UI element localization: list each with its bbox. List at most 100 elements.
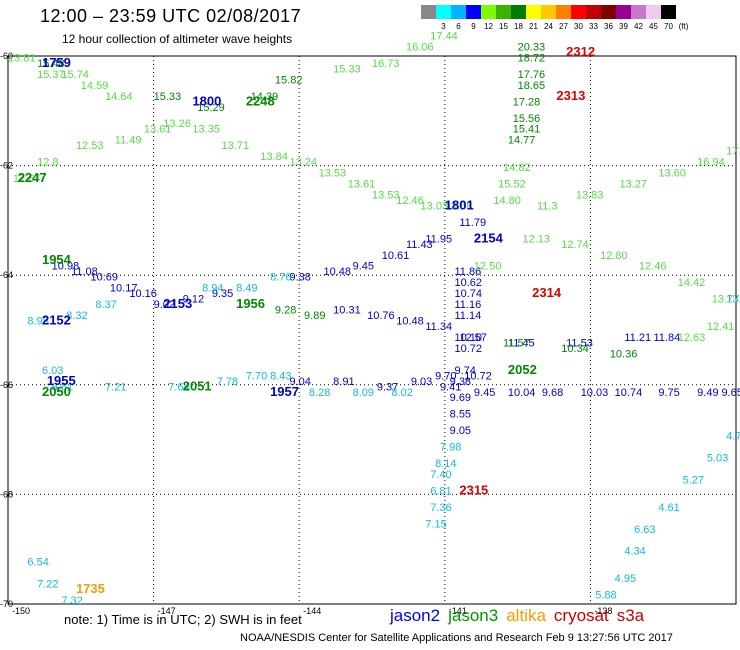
pass-time-label: 1954 — [42, 252, 72, 267]
swh-value-label: 10.17 — [110, 283, 138, 295]
swh-value-label: 7.64 — [168, 381, 189, 393]
swh-value-label: 9.05 — [450, 425, 471, 437]
swh-value-label: 6.54 — [27, 557, 48, 569]
swh-value-label: 8.49 — [236, 283, 257, 295]
swh-value-label: 11.43 — [406, 239, 433, 251]
swh-value-label: 12.41 — [707, 321, 735, 333]
swh-value-label: 16.06 — [406, 42, 434, 54]
swh-value-label: 14.80 — [493, 195, 521, 207]
swh-value-label: 9.75 — [658, 387, 679, 399]
swh-value-label: 17.28 — [513, 96, 541, 108]
pass-time-label: 1801 — [445, 197, 474, 212]
pass-time-label: 1956 — [236, 296, 265, 311]
swh-value-label: 4.61 — [658, 502, 679, 514]
color-scale-label: 70 — [664, 22, 673, 31]
swh-value-label: 15.56 — [513, 113, 541, 125]
color-scale-swatch — [631, 5, 646, 19]
swh-value-label: 7.36 — [430, 502, 451, 514]
swh-value-label: 10.31 — [333, 305, 361, 317]
swh-value-label: 14.59 — [81, 80, 109, 92]
swh-value-label: 10.62 — [455, 277, 483, 289]
pass-time-label: 2313 — [556, 88, 585, 103]
swh-value-label: 13.58 — [445, 200, 473, 212]
swh-value-label: 11.3 — [537, 200, 558, 212]
swh-value-label: 5.88 — [595, 590, 616, 602]
color-scale-label: 9 — [471, 22, 476, 31]
swh-value-label: 4.34 — [624, 546, 645, 558]
swh-value-label: 5.03 — [707, 453, 728, 465]
swh-value-label: 11.34 — [425, 321, 452, 333]
swh-value-label: 8.43 — [270, 370, 291, 382]
color-scale-label: 39 — [619, 22, 628, 31]
pass-time-label: 2315 — [459, 482, 488, 497]
lon-tick-label: -144 — [303, 606, 321, 616]
swh-value-label: 11.53 — [566, 337, 593, 349]
swh-value-label: 12.74 — [561, 239, 589, 251]
lat-tick-label: -70 — [0, 599, 13, 609]
color-scale-swatch — [526, 5, 541, 19]
swh-value-label: 10.76 — [367, 310, 395, 322]
pass-time-label: 2314 — [532, 285, 562, 300]
color-scale-swatch — [571, 5, 586, 19]
pass-time-label: 2153 — [163, 296, 192, 311]
swh-value-label: 14.39 — [251, 91, 279, 103]
color-scale-label: 30 — [574, 22, 583, 31]
color-scale-label: 6 — [456, 22, 461, 31]
swh-value-label: 10.74 — [615, 387, 643, 399]
swh-value-label: 4.95 — [615, 573, 636, 585]
lon-tick-label: -150 — [12, 606, 30, 616]
swh-value-label: 18.72 — [518, 52, 546, 64]
lat-tick-label: -66 — [0, 380, 13, 390]
pass-time-label: 1800 — [192, 93, 221, 108]
swh-value-label: 9.12 — [183, 294, 204, 306]
swh-value-label: 20.33 — [518, 42, 546, 54]
swh-value-label: 13.61 — [348, 179, 376, 191]
swh-value-label: 12.67 — [13, 173, 41, 185]
swh-value-label: 11.95 — [425, 233, 452, 245]
swh-value-label: 9.28 — [275, 305, 296, 317]
swh-value-label: 9.65 — [721, 387, 740, 399]
swh-value-label: 6.63 — [634, 524, 655, 536]
swh-value-label: 8.09 — [353, 387, 374, 399]
units-note: note: 1) Time is in UTC; 2) SWH is in fe… — [64, 612, 302, 627]
swh-value-label: 15.37 — [37, 69, 65, 81]
swh-value-label: 8.14 — [435, 458, 456, 470]
swh-value-label: 12.8 — [37, 157, 58, 169]
swh-value-label: 17.44 — [430, 31, 458, 43]
swh-value-label: 11.79 — [459, 217, 486, 229]
swh-value-label: 8.32 — [66, 310, 87, 322]
swh-value-label: 9.89 — [304, 310, 325, 322]
color-scale-swatch — [511, 5, 526, 19]
swh-value-label: 15.29 — [197, 102, 225, 114]
swh-value-label: 9.49 — [697, 387, 718, 399]
swh-value-label: 7.40 — [430, 469, 451, 481]
swh-value-label: 12.80 — [600, 250, 628, 262]
swh-value-label: 9.38 — [289, 272, 310, 284]
legend-jason2: jason2 — [390, 606, 441, 625]
pass-time-label: 2050 — [42, 384, 71, 399]
color-scale-label: 24 — [544, 22, 553, 31]
swh-value-label: 10.48 — [323, 266, 351, 278]
swh-value-label: 14.82 — [503, 162, 531, 174]
swh-value-label: 10.04 — [508, 387, 536, 399]
color-scale-swatch — [481, 5, 496, 19]
swh-value-label: 9.70 — [435, 370, 456, 382]
swh-value-label: 11.16 — [455, 299, 482, 311]
credit-line: NOAA/NESDIS Center for Satellite Applica… — [240, 632, 673, 644]
color-scale-swatch — [541, 5, 556, 19]
swh-value-label: 9.68 — [542, 387, 563, 399]
swh-value-label: 13.53 — [319, 168, 347, 180]
swh-value-label: 11.84 — [653, 332, 680, 344]
swh-value-label: 4.7 — [726, 431, 740, 443]
swh-value-label: 14.77 — [508, 135, 536, 147]
color-scale-swatch — [466, 5, 481, 19]
swh-value-label: 18.65 — [518, 80, 546, 92]
swh-value-label: 9.45 — [353, 261, 374, 273]
swh-value-label: 15.82 — [275, 74, 303, 86]
lon-tick-label: -138 — [594, 606, 612, 616]
legend-jason3: jason3 — [448, 606, 499, 625]
pass-time-label: 2154 — [474, 230, 504, 245]
swh-value-label: 17.76 — [518, 69, 546, 81]
swh-value-label: 10.72 — [455, 343, 483, 355]
